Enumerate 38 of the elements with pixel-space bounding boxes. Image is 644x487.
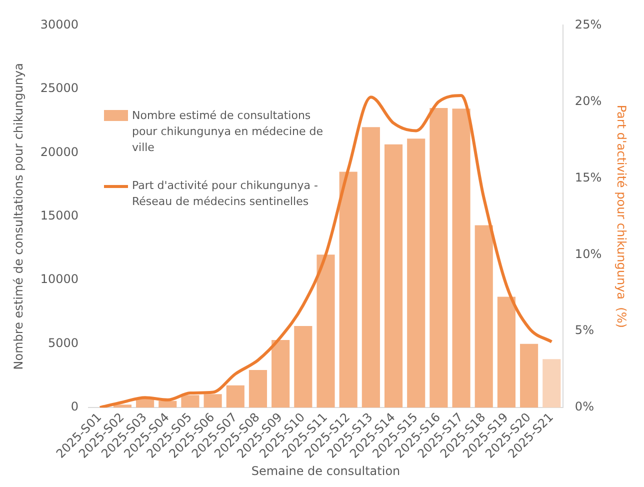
y2-tick-label: 15% <box>574 170 602 184</box>
bar <box>181 395 200 408</box>
bar <box>497 296 516 408</box>
bar <box>362 127 380 408</box>
y-axis-title: Nombre estimé de consultations pour chikungunya <box>11 63 26 370</box>
y2-tick-label: 25% <box>574 17 602 32</box>
y-tick-label: 0 <box>70 400 79 414</box>
legend-label: Part d'activité pour chikungunya - Réseau de médecins sentinelles <box>132 178 319 210</box>
bar <box>158 400 177 408</box>
y2-tick-label: 10% <box>574 246 602 261</box>
bar <box>226 385 244 408</box>
bar <box>248 370 268 408</box>
bar <box>430 108 448 408</box>
x-axis-title: Semaine de consultation <box>251 464 400 478</box>
bar <box>520 344 538 408</box>
bar <box>204 394 222 408</box>
bar <box>452 108 470 408</box>
y-tick-label: 15000 <box>40 208 79 223</box>
line-series <box>98 94 554 408</box>
y2-axis-title: Part d'activité pour chikungunya (%) <box>614 104 629 328</box>
y-tick-label: 30000 <box>40 17 79 32</box>
bar <box>294 326 312 408</box>
y-tick-label: 20000 <box>40 144 79 159</box>
bar <box>384 144 403 408</box>
bar <box>272 340 290 408</box>
y2-tick-label: 5% <box>574 323 594 338</box>
y-tick-label: 5000 <box>48 336 79 350</box>
bar <box>339 172 358 408</box>
bar <box>316 254 335 408</box>
y2-tick-label: 0% <box>574 400 594 414</box>
legend-label: Nombre estimé de consultations pour chikungunya en médecine de ville <box>132 108 324 156</box>
y-tick-label: 10000 <box>40 272 79 286</box>
bar <box>542 359 561 408</box>
y2-tick-label: 20% <box>574 94 602 108</box>
bar <box>474 225 493 408</box>
bar <box>113 404 132 408</box>
bar <box>407 138 426 408</box>
y-tick-label: 25000 <box>40 81 79 96</box>
